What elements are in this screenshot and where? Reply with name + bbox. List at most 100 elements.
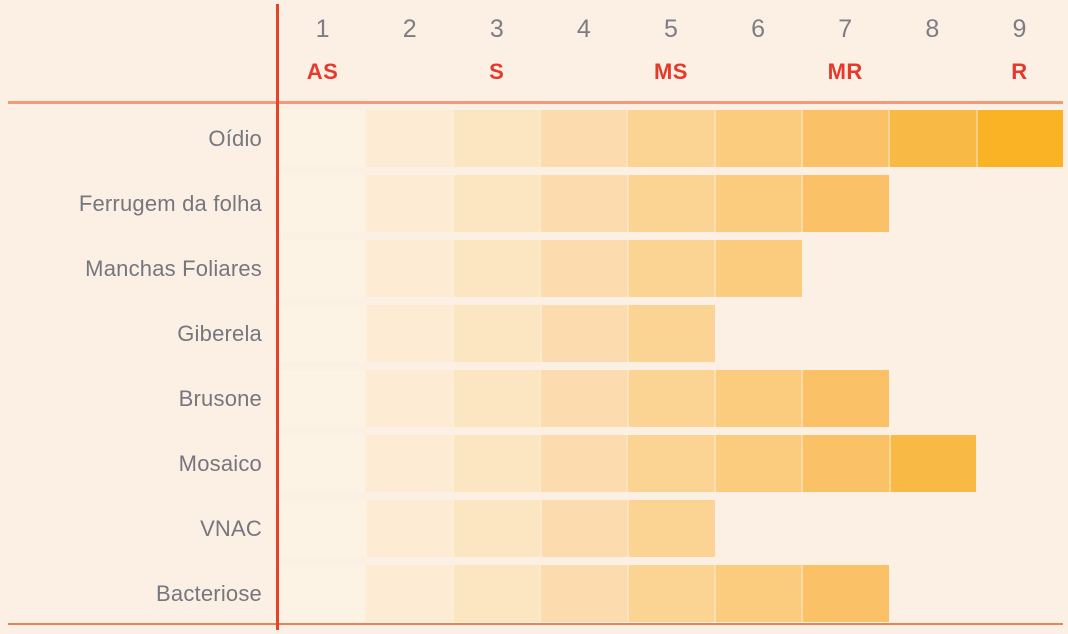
rating-bar [279, 305, 715, 362]
bar-cell-2 [364, 370, 452, 427]
bar-cell-3 [451, 240, 540, 297]
bar-cell-4 [539, 370, 627, 427]
bar-cell-9 [975, 110, 1063, 167]
bar-cell-3 [451, 565, 540, 622]
chart-row: Ferrugem da folha [0, 175, 1063, 232]
x-tick-1: 1 [315, 15, 330, 43]
bar-track [279, 565, 1063, 622]
bar-cell-4 [538, 110, 627, 167]
bar-cell-4 [539, 305, 628, 362]
bar-track [279, 175, 1063, 232]
bar-track [279, 110, 1063, 167]
bar-cell-6 [713, 110, 801, 167]
bar-cell-5 [626, 370, 714, 427]
zone-label-as: AS [306, 59, 339, 84]
bar-cell-4 [539, 500, 628, 557]
bar-cell-2 [364, 175, 452, 232]
bar-cell-1 [279, 435, 365, 492]
bar-cell-5 [627, 500, 715, 557]
bar-track [279, 435, 1063, 492]
bar-cell-6 [713, 370, 802, 427]
zone-label-s: S [489, 59, 505, 84]
category-label: Oídio [208, 125, 262, 151]
bar-cell-1 [279, 240, 365, 297]
x-tick-7: 7 [838, 15, 853, 43]
x-axis-ticks: 1 2 3 4 5 6 7 8 9 [279, 14, 1063, 44]
zone-label-mr: MR [827, 59, 863, 84]
bar-cell-1 [279, 370, 365, 427]
chart-row: Bacteriose [0, 565, 1063, 622]
rating-bar [279, 565, 889, 622]
chart-row: Oídio [0, 110, 1063, 167]
bar-cell-4 [539, 175, 627, 232]
category-label: Ferrugem da folha [78, 190, 262, 216]
x-axis-zone-labels: AS S MS MR R [279, 58, 1063, 86]
category-label: VNAC [200, 515, 262, 541]
bar-track [279, 370, 1063, 427]
zone-spacer [715, 58, 802, 86]
x-tick-6: 6 [751, 15, 766, 43]
bar-track [279, 240, 1063, 297]
bar-cell-5 [626, 565, 714, 622]
bar-cell-7 [801, 565, 889, 622]
bar-cell-3 [451, 110, 539, 167]
bar-cell-1 [279, 110, 365, 167]
category-label: Manchas Foliares [85, 255, 262, 281]
chart-row: Giberela [0, 305, 1063, 362]
bar-cell-3 [451, 175, 540, 232]
bar-cell-4 [539, 240, 627, 297]
category-label: Mosaico [178, 450, 262, 476]
x-tick-5: 5 [664, 15, 678, 43]
bar-cell-5 [627, 305, 715, 362]
category-label: Bacteriose [156, 580, 262, 606]
chart-rows: Oídio Ferrugem da folha Manchas Foliares Gi… [0, 110, 1063, 630]
category-label: Brusone [178, 385, 262, 411]
rating-bar [279, 500, 715, 557]
top-rule-line [8, 101, 1063, 104]
chart-row: VNAC [0, 500, 1063, 557]
zone-spacer [889, 58, 976, 86]
bar-track [279, 305, 1063, 362]
bar-cell-7 [801, 435, 889, 492]
bar-cell-3 [452, 305, 540, 362]
bar-cell-5 [626, 435, 714, 492]
chart-row: Brusone [0, 370, 1063, 427]
vertical-axis-line [276, 4, 279, 630]
chart-row: Manchas Foliares [0, 240, 1063, 297]
category-label: Giberela [177, 320, 262, 346]
bar-cell-2 [364, 435, 452, 492]
bar-cell-3 [452, 500, 540, 557]
bottom-rule-line [8, 623, 1063, 625]
x-tick-4: 4 [576, 15, 591, 43]
bar-cell-6 [713, 175, 802, 232]
bar-cell-1 [279, 305, 365, 362]
bar-cell-6 [713, 435, 802, 492]
bar-cell-5 [626, 175, 714, 232]
x-tick-8: 8 [925, 15, 940, 43]
bar-cell-2 [364, 305, 453, 362]
bar-cell-7 [801, 370, 889, 427]
bar-cell-3 [451, 370, 540, 427]
bar-cell-8 [888, 435, 976, 492]
bar-cell-7 [801, 175, 889, 232]
bar-cell-7 [800, 110, 889, 167]
bar-cell-6 [713, 565, 802, 622]
bar-cell-5 [626, 110, 714, 167]
rating-bar [279, 240, 802, 297]
zone-label-r: R [1011, 59, 1028, 84]
x-tick-9: 9 [1012, 15, 1027, 43]
bar-cell-1 [279, 565, 365, 622]
bar-cell-2 [364, 565, 452, 622]
chart-row: Mosaico [0, 435, 1063, 492]
bar-cell-2 [364, 500, 453, 557]
rating-bar [279, 370, 889, 427]
bar-cell-5 [626, 240, 715, 297]
bar-cell-2 [364, 110, 452, 167]
bar-cell-8 [888, 110, 976, 167]
zone-spacer [540, 58, 627, 86]
rating-bar [279, 435, 976, 492]
bar-cell-2 [364, 240, 452, 297]
x-tick-3: 3 [489, 15, 504, 43]
rating-bar [279, 110, 1063, 167]
